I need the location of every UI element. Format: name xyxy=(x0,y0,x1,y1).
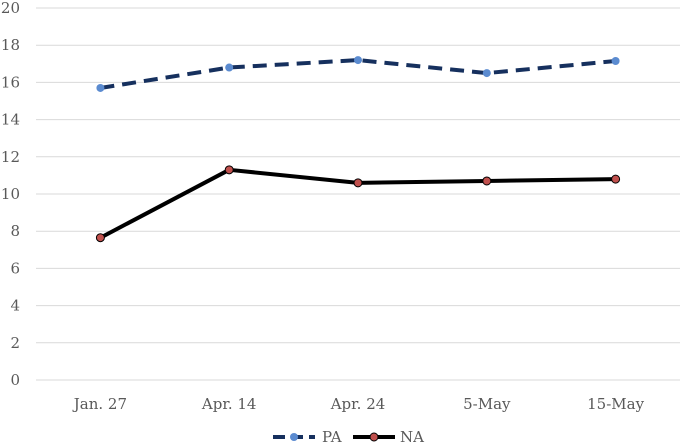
data-point-na xyxy=(611,174,621,184)
y-tick-label: 12 xyxy=(1,148,20,166)
data-point-pa xyxy=(225,63,234,72)
y-tick-label: 8 xyxy=(10,222,20,240)
x-tick-label: 15-May xyxy=(587,395,644,413)
y-axis-tick-labels: 0 2 4 6 8 10 12 14 16 18 20 xyxy=(1,0,20,389)
x-tick-label: Apr. 24 xyxy=(330,395,386,413)
x-tick-label: Jan. 27 xyxy=(72,395,127,413)
y-tick-label: 20 xyxy=(1,0,20,17)
x-axis-tick-labels: Jan. 27 Apr. 14 Apr. 24 5-May 15-May xyxy=(72,395,645,413)
data-point-na xyxy=(224,165,234,175)
y-tick-label: 2 xyxy=(10,334,20,352)
series-line-pa xyxy=(100,58,616,90)
data-point-pa xyxy=(611,57,620,66)
y-tick-label: 18 xyxy=(1,36,20,54)
legend-label-pa: PA xyxy=(322,428,342,446)
data-point-na xyxy=(353,178,363,188)
series-lines xyxy=(95,56,621,243)
gridlines xyxy=(36,7,680,381)
y-tick-label: 14 xyxy=(1,111,20,129)
y-tick-label: 10 xyxy=(1,185,20,203)
legend-marker-na xyxy=(369,432,379,442)
data-point-na xyxy=(95,233,105,243)
legend: PA NA xyxy=(273,428,424,446)
y-tick-label: 4 xyxy=(10,297,20,315)
data-point-pa xyxy=(96,83,105,92)
y-tick-label: 16 xyxy=(1,73,20,91)
x-tick-label: Apr. 14 xyxy=(201,395,257,413)
data-point-na xyxy=(482,176,492,186)
legend-label-na: NA xyxy=(400,428,424,446)
x-tick-label: 5-May xyxy=(463,395,511,413)
legend-marker-pa xyxy=(290,433,298,441)
y-tick-label: 0 xyxy=(10,371,20,389)
data-point-pa xyxy=(354,56,362,65)
data-point-pa xyxy=(482,69,491,78)
y-tick-label: 6 xyxy=(10,259,20,277)
